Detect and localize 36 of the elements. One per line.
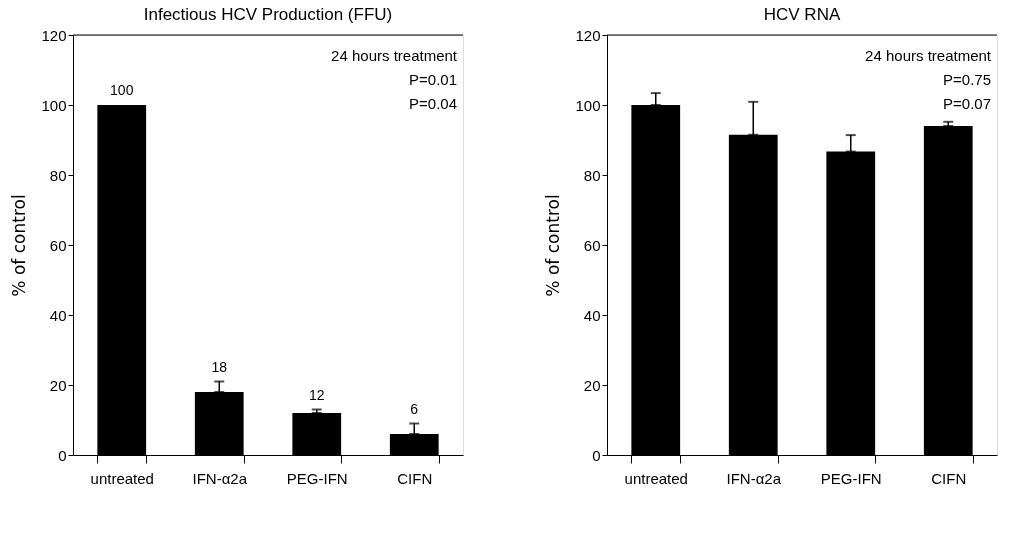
data-label: 18 [211, 358, 228, 375]
annotation: P=0.75 [943, 71, 991, 88]
y-axis-title: % of control [9, 194, 30, 297]
y-tick-label: 20 [583, 376, 601, 394]
chart-title: HCV RNA [763, 5, 841, 24]
annotation: 24 hours treatment [865, 47, 992, 64]
x-tick-label: CIFN [931, 469, 967, 487]
y-axis-title: % of control [543, 194, 564, 297]
y-tick-label: 0 [58, 446, 67, 464]
y-tick-label: 120 [41, 26, 67, 44]
y-tick-label: 120 [575, 26, 601, 44]
y-tick-label: 80 [583, 166, 601, 184]
x-tick-label: untreated [624, 469, 688, 487]
y-tick-label: 80 [49, 166, 67, 184]
y-tick-label: 100 [575, 96, 601, 114]
chart-title: Infectious HCV Production (FFU) [143, 5, 393, 24]
data-label: 6 [410, 400, 419, 417]
annotation: P=0.04 [409, 95, 457, 112]
data-label: 100 [110, 82, 134, 98]
x-tick-label: untreated [90, 469, 154, 487]
y-tick-label: 100 [41, 96, 67, 114]
x-tick-label: CIFN [397, 469, 433, 487]
x-tick-label: IFN-α2a [192, 469, 248, 487]
annotation: P=0.01 [409, 71, 457, 88]
annotation: P=0.07 [943, 95, 991, 112]
y-tick-label: 40 [583, 306, 601, 324]
x-tick-label: PEG-IFN [286, 469, 348, 487]
y-tick-label: 20 [49, 376, 67, 394]
y-tick-label: 0 [592, 446, 601, 464]
x-tick-label: IFN-α2a [726, 469, 782, 487]
data-label: 12 [308, 386, 325, 403]
y-tick-label: 40 [49, 306, 67, 324]
y-tick-label: 60 [49, 236, 67, 254]
x-tick-label: PEG-IFN [820, 469, 882, 487]
y-tick-label: 60 [583, 236, 601, 254]
annotation: 24 hours treatment [331, 47, 458, 64]
